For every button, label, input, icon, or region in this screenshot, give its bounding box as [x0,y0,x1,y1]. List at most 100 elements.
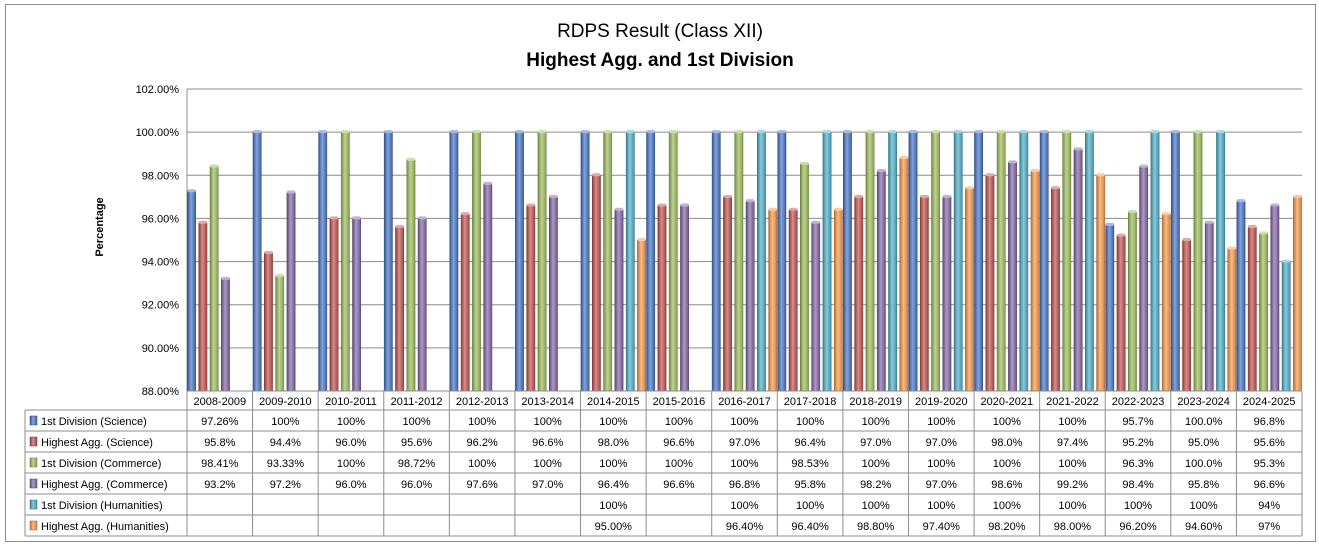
data-label: 97.40% [923,521,961,533]
bar-cap [1051,186,1060,190]
y-axis-title: Percentage [94,197,106,256]
category-label: 2014-2015 [587,396,640,408]
data-label: 100% [534,416,562,428]
bar-cap [1128,209,1137,213]
category-label: 2020-2021 [981,396,1034,408]
data-label: 97.0% [926,437,957,449]
bar-cap [1259,231,1268,235]
bar [1259,233,1268,392]
bar [646,131,656,392]
bar-cap [537,130,547,134]
data-label: 100% [927,500,955,512]
data-label: 100% [730,458,758,470]
bar-cap [734,130,743,134]
bar-cap [1105,222,1114,226]
data-label: 95.0% [1188,437,1219,449]
bar [843,131,852,392]
bar-cap [1150,130,1160,134]
data-label: 100% [468,416,496,428]
data-label: 96.0% [335,437,366,449]
bar [1270,205,1280,392]
data-label: 98.53% [791,458,829,470]
bar-cap [318,130,327,134]
bar-cap [974,130,983,134]
bar [657,205,667,392]
data-label: 96.4% [794,437,825,449]
bar [1150,131,1160,392]
bar [318,131,328,392]
bar [919,196,929,392]
data-label: 96.4% [598,479,629,491]
data-label: 100% [796,500,824,512]
data-label: 95.7% [1122,416,1153,428]
bar [1105,224,1115,392]
bar [1227,248,1237,392]
y-tick-label: 102.00% [136,84,180,96]
data-label: 95.6% [1254,437,1285,449]
y-tick-label: 96.00% [142,213,180,225]
bar [275,275,285,392]
data-label: 96.20% [1119,521,1157,533]
bar-cap [329,216,339,220]
bar-cap [592,173,601,177]
bar [1293,196,1302,392]
bar-cap [1293,194,1302,198]
bar [1008,162,1017,392]
bar [768,209,778,392]
category-label: 2018-2019 [849,396,902,408]
bar [603,131,613,392]
legend-label: 1st Division (Humanities) [41,500,163,512]
y-tick-label: 90.00% [142,343,180,355]
bar-cap [1030,168,1040,172]
bar-cap [899,156,909,160]
bar [1193,131,1203,392]
bar-cap [275,274,284,278]
bar [865,131,875,392]
bar-cap [865,130,875,134]
bar-cap [1193,130,1203,134]
bar-cap [746,199,755,203]
data-label: 100% [862,416,890,428]
bar [1030,170,1040,392]
bar [996,131,1006,392]
bar-cap [526,203,535,207]
category-label: 2022-2023 [1112,396,1165,408]
bar [965,187,974,392]
data-label: 100% [1124,500,1152,512]
bar [1281,261,1291,392]
y-tick-label: 92.00% [142,300,180,312]
data-label: 97% [1258,521,1280,533]
data-label: 95.8% [204,437,235,449]
bar-cap [341,130,350,134]
bar [472,131,481,392]
bar-cap [603,130,612,134]
data-label: 100% [468,458,496,470]
bar [876,170,886,392]
bar-cap [252,130,262,134]
data-label: 97.0% [860,437,891,449]
bar [1236,200,1246,392]
bar-cap [942,194,952,198]
bar [483,183,493,392]
bar-cap [777,130,786,134]
bar [668,131,678,392]
data-label: 95.8% [794,479,825,491]
data-label: 95.6% [401,437,432,449]
bar-cap [449,130,459,134]
bar [788,209,798,392]
bar [822,131,832,392]
bar-cap [877,168,886,172]
bar [953,131,963,392]
bar [1204,222,1214,392]
bar-cap [965,186,974,190]
data-label: 100.0% [1185,458,1223,470]
bar [734,131,744,392]
data-label: 98.0% [991,437,1022,449]
data-label: 100% [1058,500,1086,512]
bar-cap [1040,130,1049,134]
category-label: 2024-2025 [1243,396,1296,408]
data-label: 96.40% [726,521,764,533]
data-label: 93.2% [204,479,235,491]
legend-label: 1st Division (Commerce) [41,458,161,470]
bar-cap [352,216,361,220]
